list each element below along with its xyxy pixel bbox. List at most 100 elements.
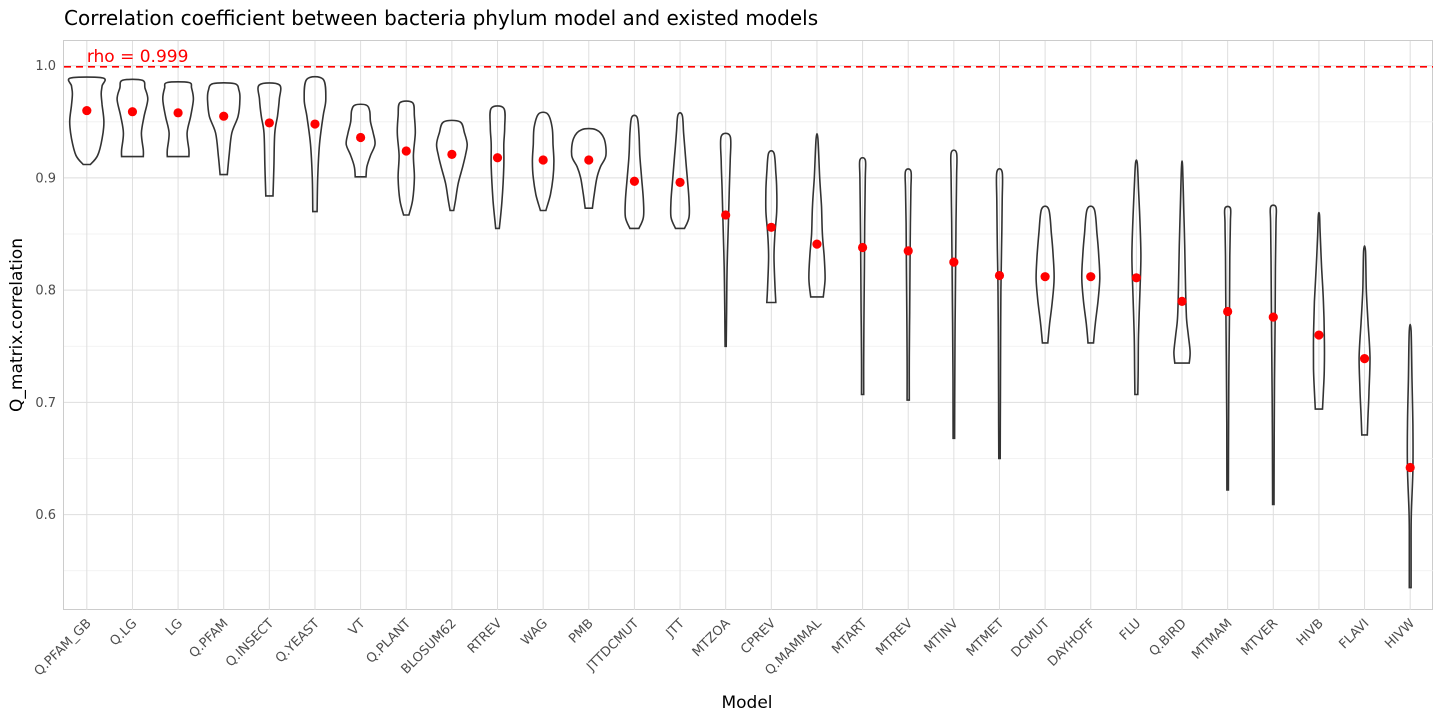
y-tick-label: 0.7 [35, 396, 56, 411]
x-tick-label: MTMAM [1189, 616, 1235, 662]
x-tick-label: Q.YEAST [273, 616, 323, 666]
x-tick-label: FLU [1117, 616, 1144, 643]
violin-mtinv [949, 149, 958, 440]
mean-point [994, 270, 1005, 281]
violin-blosum62 [435, 119, 469, 212]
violin-rtrev [489, 105, 506, 230]
y-tick-label: 0.8 [35, 284, 56, 299]
x-tick-label: MTART [829, 616, 870, 657]
x-tick-label: Q.INSECT [223, 616, 277, 670]
mean-point [492, 153, 503, 163]
violin-jttdcmut [624, 114, 645, 230]
x-tick-label: DAYHOFF [1045, 616, 1098, 669]
x-tick-label: VT [346, 616, 369, 639]
violin-q-mammal [808, 132, 826, 298]
violin-hivb [1312, 211, 1326, 410]
grid-lines [64, 41, 1433, 610]
mean-point [857, 242, 868, 253]
x-tick-label: MTMET [964, 616, 1008, 660]
mean-point [310, 119, 320, 129]
mean-point [812, 239, 822, 249]
x-tick-label: RTREV [465, 616, 505, 656]
violin-q-bird [1173, 160, 1191, 364]
x-tick-label: HIVW [1382, 616, 1418, 652]
y-tick-label: 1.0 [35, 59, 56, 74]
mean-point [1086, 272, 1096, 282]
y-axis-title: Q_matrix.correlation [7, 238, 27, 412]
mean-point [721, 210, 731, 220]
mean-point [356, 132, 366, 143]
mean-point [1359, 354, 1370, 364]
x-tick-label: HIVB [1294, 616, 1327, 649]
mean-point [1040, 272, 1050, 282]
violin-dayhoff [1080, 205, 1101, 344]
mean-point [949, 257, 959, 267]
mean-point [1223, 306, 1233, 317]
mean-point [447, 149, 457, 159]
y-tick-label: 0.6 [35, 508, 56, 523]
mean-point [675, 177, 685, 188]
mean-point [1314, 330, 1324, 340]
y-axis: 0.6 0.7 0.8 0.9 1.0 [35, 59, 56, 523]
violin-wag [531, 111, 555, 212]
mean-point [173, 108, 183, 118]
x-tick-label: LG [163, 616, 186, 639]
mean-point [82, 105, 92, 116]
mean-point [584, 155, 594, 165]
x-tick-label: FLAVI [1336, 616, 1372, 652]
violin-q-pfam [206, 81, 241, 176]
mean-point [1177, 296, 1187, 306]
mean-point [538, 155, 548, 165]
violin-q-pfam-gb [67, 76, 106, 166]
violin-mtmam [1223, 205, 1232, 491]
reference-line-label: rho = 0.999 [87, 47, 189, 67]
y-tick-label: 0.9 [35, 171, 56, 186]
mean-point [401, 146, 411, 156]
violin-q-lg [116, 78, 149, 158]
violin-q-yeast [303, 75, 327, 213]
mean-point [903, 246, 913, 256]
violin-lg [161, 81, 195, 158]
violin-mtzoa [719, 132, 732, 348]
mean-point [1131, 273, 1141, 283]
violin-jtt [669, 112, 691, 230]
violin-q-plant [396, 100, 417, 216]
x-tick-label: PMB [566, 616, 596, 646]
x-tick-label: DCMUT [1009, 616, 1053, 660]
violin-mtart [858, 156, 867, 396]
mean-point [219, 111, 229, 121]
mean-point [264, 118, 274, 128]
x-axis-title: Model [721, 693, 772, 713]
violin-flu [1131, 159, 1142, 396]
mean-point [629, 176, 640, 186]
chart-title: Correlation coefficient between bacteria… [64, 6, 818, 30]
x-tick-label: Q.PFAM [187, 616, 232, 661]
mean-point [1405, 462, 1415, 473]
violin-mtmet [995, 168, 1004, 460]
x-tick-label: MTVER [1238, 616, 1281, 659]
violin-pmb [570, 127, 607, 209]
violin-mtrev [904, 168, 913, 401]
violin-q-insect [257, 82, 282, 197]
x-tick-label: Q.BIRD [1147, 616, 1190, 659]
violin-dcmut [1035, 205, 1055, 344]
mean-point [127, 107, 138, 117]
x-tick-label: MTREV [873, 616, 916, 659]
x-tick-label: Q.LG [107, 616, 140, 649]
x-tick-label: JTT [663, 616, 688, 641]
mean-point [766, 222, 776, 232]
violin-flavi [1358, 245, 1371, 436]
violins [67, 75, 1414, 589]
x-tick-label: MTZOA [690, 616, 734, 660]
mean-points [82, 105, 1415, 473]
mean-point [1268, 312, 1278, 322]
x-tick-label: CPREV [738, 616, 779, 657]
violin-cprev [764, 150, 778, 304]
x-tick-label: WAG [519, 616, 551, 648]
x-tick-label: Q.PFAM_GB [32, 616, 95, 679]
violin-mtver [1269, 204, 1278, 506]
violin-hivw [1406, 323, 1414, 589]
violin-vt [345, 103, 376, 178]
